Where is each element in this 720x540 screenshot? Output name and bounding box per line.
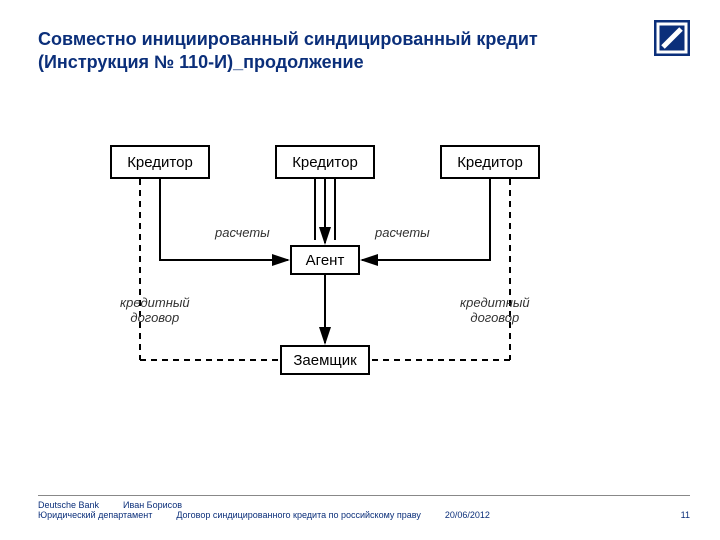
footer-author: Иван Борисов (123, 500, 182, 510)
footer-department: Юридический департамент (38, 510, 152, 520)
edge-label-3: кредитныйдоговор (460, 295, 530, 325)
edge-label-2: кредитныйдоговор (120, 295, 190, 325)
footer-company: Deutsche Bank (38, 500, 99, 510)
node-k3: Кредитор (440, 145, 540, 179)
edge-label-1: расчеты (375, 225, 430, 240)
footer-date: 20/06/2012 (445, 510, 490, 520)
node-ag: Агент (290, 245, 360, 275)
footer: Deutsche Bank Иван Борисов Юридический д… (38, 495, 690, 520)
footer-divider (38, 495, 690, 496)
syndicate-diagram: Кредитор Кредитор Кредитор Агент Заемщик рас… (100, 140, 620, 420)
node-zm: Заемщик (280, 345, 370, 375)
page-number: 11 (681, 510, 690, 520)
brand-logo (654, 20, 690, 61)
page-title: Совместно инициированный синдицированный… (38, 28, 558, 75)
node-k1: Кредитор (110, 145, 210, 179)
edge-label-0: расчеты (215, 225, 270, 240)
diagram-arrows (100, 140, 620, 420)
footer-doc: Договор синдицированного кредита по росс… (176, 510, 420, 520)
node-k2: Кредитор (275, 145, 375, 179)
